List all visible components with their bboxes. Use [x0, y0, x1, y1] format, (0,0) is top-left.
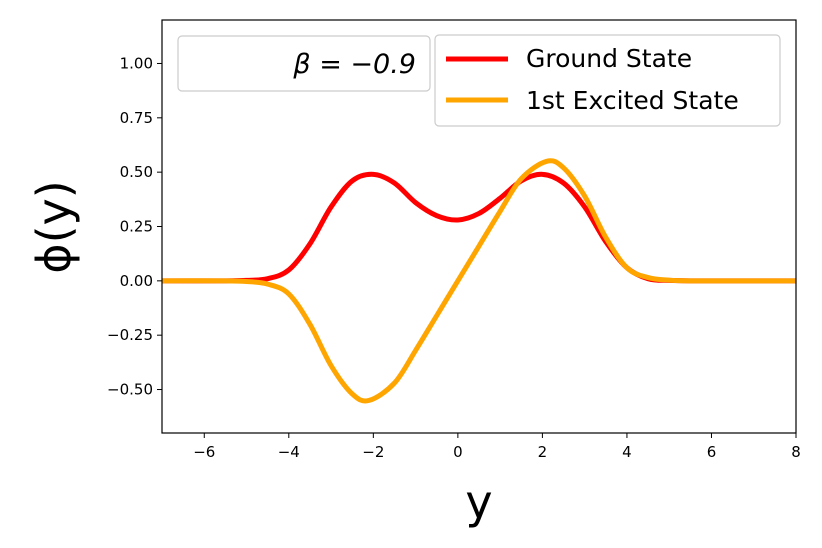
y-tick-label: 0.00 [120, 272, 153, 290]
x-tick-label: −2 [362, 443, 384, 461]
annotation-text: β = −0.9 [292, 49, 416, 80]
series-layer [161, 158, 796, 404]
x-tick-label: 2 [538, 443, 548, 461]
legend-frame [434, 34, 781, 127]
x-axis-ticks: −6 −4 −2 0 2 4 6 8 [193, 433, 801, 461]
x-axis-label: y [465, 475, 492, 529]
y-axis-ticks: −0.50 −0.25 0.00 0.25 0.50 0.75 1.00 [107, 54, 162, 399]
legend-label-first-excited-state: 1st Excited State [526, 86, 739, 115]
x-tick-label: 6 [707, 443, 717, 461]
x-tick-label: 4 [622, 443, 632, 461]
x-tick-label: −6 [193, 443, 215, 461]
y-tick-label: 0.50 [120, 163, 153, 181]
series-line-first-excited-state [161, 158, 796, 404]
legend-label-ground-state: Ground State [526, 44, 692, 73]
y-tick-label: −0.25 [107, 326, 153, 344]
y-tick-label: −0.50 [107, 381, 153, 399]
x-tick-label: 8 [791, 443, 801, 461]
x-tick-label: 0 [453, 443, 463, 461]
y-tick-label: 1.00 [120, 54, 153, 72]
y-tick-label: 0.75 [120, 109, 153, 127]
y-tick-label: 0.25 [120, 218, 153, 236]
y-axis-label: ϕ(y) [27, 180, 81, 273]
annotation-frame [177, 35, 431, 92]
annotation-box: β = −0.9 [177, 35, 431, 92]
x-tick-label: −4 [278, 443, 300, 461]
legend: Ground State 1st Excited State [434, 34, 781, 127]
